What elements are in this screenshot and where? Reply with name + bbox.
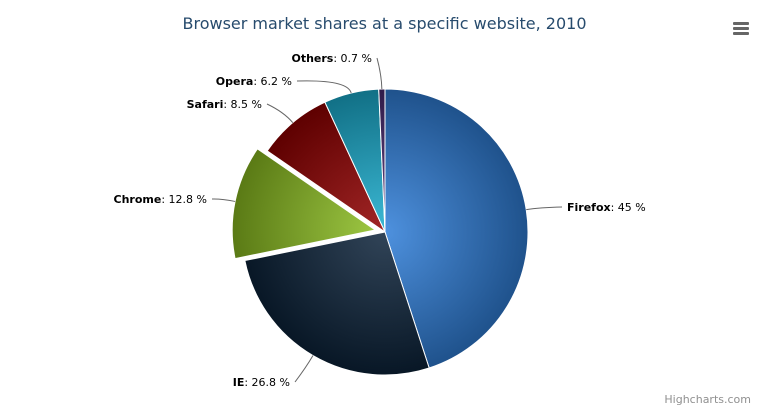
hamburger-menu-icon[interactable] xyxy=(733,22,749,36)
pie-slice-firefox[interactable] xyxy=(384,88,529,369)
data-label-firefox: Firefox: 45 % xyxy=(567,201,646,214)
data-label-opera: Opera: 6.2 % xyxy=(216,75,292,88)
data-label-ie: IE: 26.8 % xyxy=(233,376,290,389)
data-label-chrome: Chrome: 12.8 % xyxy=(114,193,207,206)
connector-opera xyxy=(296,80,352,94)
credits-link[interactable]: Highcharts.com xyxy=(664,393,751,406)
data-label-safari: Safari: 8.5 % xyxy=(187,98,262,111)
connector-ie xyxy=(294,355,314,383)
data-label-others: Others: 0.7 % xyxy=(291,52,372,65)
pie-slice-ie[interactable] xyxy=(244,231,430,376)
connector-chrome xyxy=(211,198,236,202)
pie-slice-others[interactable] xyxy=(378,88,386,233)
connector-firefox xyxy=(526,206,563,211)
connector-others xyxy=(376,57,383,90)
chart-title: Browser market shares at a specific webs… xyxy=(182,14,587,33)
connector-safari xyxy=(266,103,294,124)
